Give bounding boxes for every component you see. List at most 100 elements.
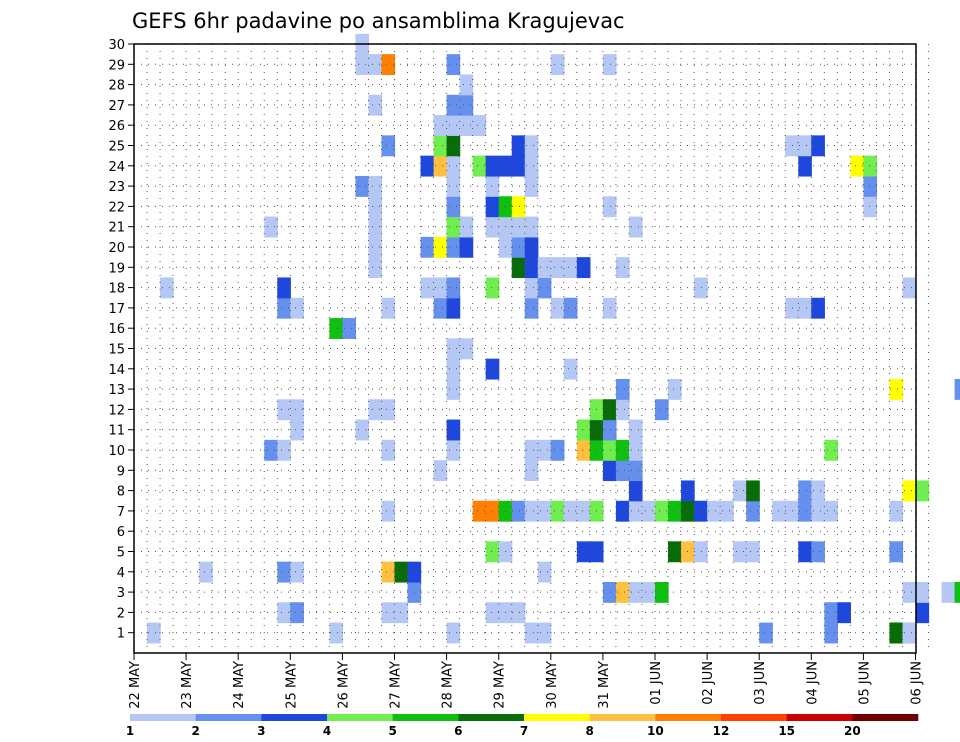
y-tick-label: 21 bbox=[108, 221, 125, 236]
y-axis: 1234567891011121314151617181920212223242… bbox=[108, 38, 134, 642]
heatmap-cell bbox=[628, 216, 643, 238]
colorbar-swatch bbox=[524, 714, 590, 721]
heatmap-cell bbox=[511, 135, 526, 157]
y-tick-label: 26 bbox=[108, 119, 125, 134]
heatmap-cell bbox=[368, 257, 383, 279]
heatmap-cell bbox=[798, 155, 812, 177]
heatmap-cell bbox=[368, 236, 383, 258]
heatmap-cell bbox=[746, 541, 760, 563]
heatmap-cell bbox=[720, 500, 734, 522]
heatmap-cell bbox=[524, 622, 539, 644]
heatmap-cell bbox=[277, 297, 291, 319]
heatmap-cell bbox=[446, 196, 461, 218]
heatmap-cell bbox=[342, 318, 357, 339]
heatmap-cell bbox=[381, 561, 396, 583]
heatmap-cell bbox=[824, 500, 838, 522]
heatmap-cell bbox=[277, 561, 291, 583]
heatmap-cell bbox=[381, 54, 396, 76]
heatmap-cell bbox=[746, 500, 760, 522]
x-tick-label: 26 MAY bbox=[336, 661, 351, 709]
heatmap-cell bbox=[368, 399, 383, 421]
colorbar-label: 12 bbox=[713, 724, 730, 738]
heatmap-cell bbox=[811, 500, 825, 522]
heatmap-cell bbox=[602, 460, 617, 482]
y-tick-label: 15 bbox=[108, 343, 125, 358]
heatmap-cell bbox=[615, 257, 630, 279]
x-tick-label: 31 MAY bbox=[597, 661, 612, 709]
heatmap-cell bbox=[824, 622, 838, 644]
heatmap-cell bbox=[420, 277, 435, 299]
heatmap-cell bbox=[485, 155, 500, 177]
heatmap-cell bbox=[420, 236, 435, 258]
heatmap-cell bbox=[550, 297, 565, 319]
heatmap-cell bbox=[524, 500, 539, 522]
heatmap-cell bbox=[615, 581, 630, 603]
y-tick-label: 8 bbox=[117, 485, 125, 500]
y-tick-label: 10 bbox=[108, 444, 125, 459]
colorbar-swatch bbox=[852, 714, 919, 721]
heatmap-cell bbox=[394, 561, 409, 583]
heatmap-cell bbox=[798, 500, 812, 522]
heatmap-cell bbox=[602, 439, 617, 461]
heatmap-cell bbox=[277, 439, 291, 461]
heatmap-cell bbox=[733, 541, 747, 563]
heatmap-cell bbox=[798, 135, 812, 157]
heatmap-cell bbox=[459, 338, 474, 360]
heatmap-cell bbox=[602, 581, 617, 603]
heatmap-cell bbox=[550, 500, 565, 522]
heatmap-cell bbox=[446, 216, 461, 238]
heatmap-cell bbox=[433, 236, 448, 258]
heatmap-cell bbox=[668, 378, 682, 400]
heatmap-cell bbox=[655, 581, 669, 603]
heatmap-cell bbox=[537, 257, 552, 279]
heatmap-cell bbox=[446, 622, 461, 644]
heatmap-cell bbox=[472, 155, 487, 177]
y-tick-label: 14 bbox=[108, 363, 125, 378]
heatmap-cell bbox=[368, 94, 383, 116]
heatmap-cell bbox=[511, 196, 526, 218]
heatmap-cell bbox=[381, 399, 396, 421]
x-tick-label: 03 JUN bbox=[753, 661, 768, 705]
x-tick-label: 01 JUN bbox=[649, 661, 664, 705]
heatmap-cell bbox=[837, 602, 851, 624]
x-tick-label: 27 MAY bbox=[389, 661, 404, 709]
heatmap-cell bbox=[446, 135, 461, 157]
heatmap-cell bbox=[550, 439, 565, 461]
heatmap-cell bbox=[446, 115, 461, 136]
heatmap-cell bbox=[707, 500, 721, 522]
y-tick-label: 20 bbox=[108, 241, 125, 256]
colorbar-label: 20 bbox=[844, 724, 861, 738]
heatmap-cell bbox=[511, 216, 526, 238]
heatmap-cell bbox=[446, 419, 461, 441]
y-tick-label: 16 bbox=[108, 322, 125, 337]
x-tick-label: 22 MAY bbox=[128, 661, 143, 709]
colorbar-label: 8 bbox=[585, 724, 593, 738]
colorbar-label: 3 bbox=[257, 724, 265, 738]
heatmap-cell bbox=[563, 500, 578, 522]
heatmap-cell bbox=[446, 358, 461, 380]
heatmap-cell bbox=[602, 196, 617, 218]
heatmap-cell bbox=[290, 399, 304, 421]
colorbar-label: 6 bbox=[454, 724, 462, 738]
heatmap-cell bbox=[329, 318, 344, 339]
heatmap-cell bbox=[694, 500, 708, 522]
heatmap-cell bbox=[550, 54, 565, 76]
heatmap-cell bbox=[811, 541, 825, 563]
heatmap-cell bbox=[615, 399, 630, 421]
heatmap-cell bbox=[524, 439, 539, 461]
heatmap-cell bbox=[511, 500, 526, 522]
heatmap-cell bbox=[277, 399, 291, 421]
heatmap-cell bbox=[290, 561, 304, 583]
heatmap-cell bbox=[863, 155, 878, 177]
heatmap-cell bbox=[446, 175, 461, 197]
heatmap-cell bbox=[472, 500, 487, 522]
heatmap-cell bbox=[668, 500, 682, 522]
heatmap-cell bbox=[628, 419, 643, 441]
heatmap-cell bbox=[602, 419, 617, 441]
heatmap-cell bbox=[641, 581, 656, 603]
heatmap-cell bbox=[902, 277, 917, 299]
colorbar-swatch bbox=[721, 714, 787, 721]
colorbar-label: 4 bbox=[323, 724, 331, 738]
y-tick-label: 19 bbox=[108, 261, 125, 276]
heatmap-cell bbox=[524, 155, 539, 177]
